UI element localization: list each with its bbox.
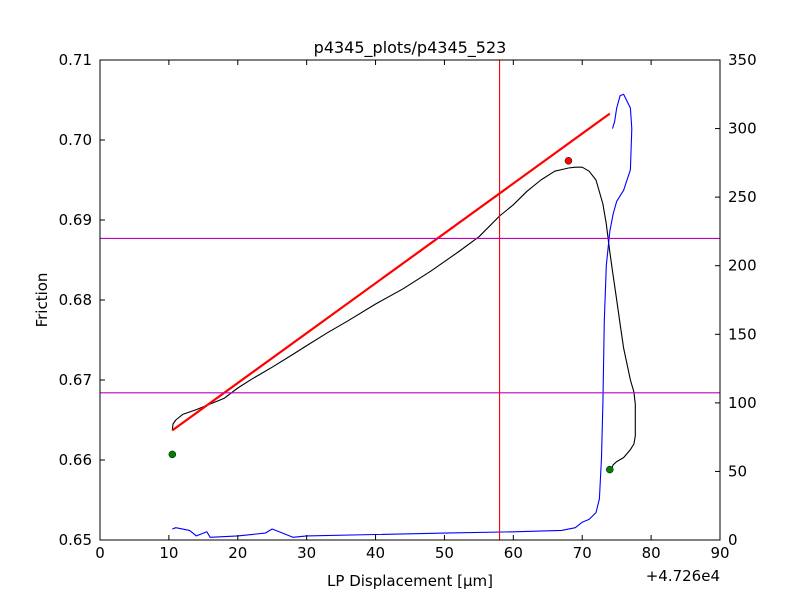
friction-fit-line	[171, 112, 611, 432]
y2-tick-label: 150	[728, 325, 757, 343]
stiffness-line	[172, 93, 633, 538]
friction-line	[171, 166, 636, 469]
y-tick-label: 0.70	[59, 131, 92, 149]
x-tick-label: 70	[573, 544, 592, 562]
y2-tick-label: 0	[728, 531, 738, 549]
peak-marker	[564, 157, 573, 165]
y-tick-label: 0.67	[59, 371, 92, 389]
plot-area	[100, 60, 720, 540]
x-tick-label: 50	[435, 544, 454, 562]
y-axis-label: Friction	[33, 273, 51, 328]
x-tick-label: 60	[504, 544, 523, 562]
x-tick-label: 30	[297, 544, 316, 562]
y2-tick-label: 100	[728, 394, 757, 412]
x-tick-label: 0	[95, 544, 105, 562]
y-tick-label: 0.68	[59, 291, 92, 309]
y2-tick-label: 350	[728, 51, 757, 69]
x-offset-label: +4.726e4	[646, 567, 720, 585]
end-marker	[606, 465, 614, 474]
chart-title: p4345_plots/p4345_523	[314, 38, 507, 58]
y2-tick-label: 200	[728, 257, 757, 275]
y-tick-label: 0.66	[59, 451, 92, 469]
x-tick-label: 20	[228, 544, 247, 562]
y-tick-label: 0.71	[59, 51, 92, 69]
start-marker	[168, 450, 177, 459]
x-axis-label: LP Displacement [μm]	[327, 572, 493, 590]
x-tick-label: 10	[159, 544, 178, 562]
x-tick-label: 40	[366, 544, 385, 562]
y2-tick-label: 250	[728, 188, 757, 206]
y2-tick-label: 300	[728, 120, 757, 138]
y-tick-label: 0.65	[59, 531, 92, 549]
x-tick-label: 80	[642, 544, 661, 562]
axis-ticks: 0 10 20 30 40 50 60 70 80 90 0.65 0.66 0.67 0.68 0.69 0…	[59, 51, 757, 562]
y-tick-label: 0.69	[59, 211, 92, 229]
y2-tick-label: 50	[728, 462, 747, 480]
x-tick-label: 90	[710, 544, 729, 562]
